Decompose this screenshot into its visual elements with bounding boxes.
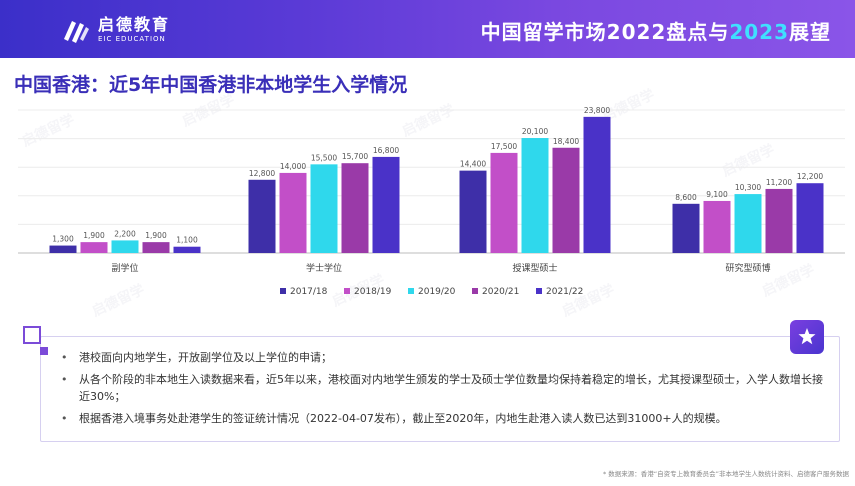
bar [459,170,487,253]
legend-swatch [536,288,542,294]
data-label: 15,700 [342,152,368,161]
star-badge-icon [790,320,824,354]
legend-label: 2021/22 [546,287,583,297]
note-item: 根据香港入境事务处赴港学生的签证统计情况（2022-04-07发布），截止至20… [59,410,829,427]
data-label: 20,100 [522,127,548,136]
data-label: 12,200 [797,172,823,181]
data-label: 8,600 [675,193,697,202]
data-label: 10,300 [735,183,761,192]
data-label: 1,300 [52,235,74,244]
notes-box: 港校面向内地学生，开放副学位及以上学位的申请； 从各个阶段的非本地生入读数据来看… [40,336,840,442]
data-label: 17,500 [491,142,517,151]
source-footnote: * 数据来源：香港“自资专上教育委员会”非本地学生人数统计资料、启德客户服务数据 [602,470,849,478]
corner-dot-icon [40,347,48,355]
legend-label: 2019/20 [418,287,456,297]
legend-swatch [344,288,350,294]
data-label: 12,800 [249,169,275,178]
data-label: 18,400 [553,137,579,146]
legend-swatch [280,288,286,294]
bar [173,246,201,253]
bar [248,179,276,253]
data-label: 1,900 [145,231,167,240]
data-label: 14,400 [460,160,486,169]
category-label: 学士学位 [306,262,342,274]
data-label: 1,100 [176,236,198,245]
legend-label: 2020/21 [482,287,519,297]
bar [279,172,307,253]
category-label: 授课型硕士 [512,262,557,274]
category-label: 副学位 [111,262,138,274]
note-item: 港校面向内地学生，开放副学位及以上学位的申请； [59,349,829,366]
bar [142,242,170,253]
bar [49,245,77,253]
legend-swatch [472,288,478,294]
legend-label: 2018/19 [354,287,392,297]
banner-title-suffix: 展望 [789,20,831,44]
data-label: 11,200 [766,178,792,187]
legend-swatch [408,288,414,294]
header-banner: 启德教育 EIC EDUCATION 中国留学市场2022盘点与2023展望 [0,0,855,58]
bar [703,200,731,253]
page-title: 中国香港：近5年中国香港非本地学生入学情况 [14,74,408,96]
bar [672,203,700,253]
legend-label: 2017/18 [290,287,328,297]
data-label: 15,500 [311,153,337,162]
note-item: 从各个阶段的非本地生入读数据来看，近5年以来，港校面对内地学生颁发的学士及硕士学… [59,371,829,405]
data-label: 9,100 [706,190,728,199]
data-label: 1,900 [83,231,105,240]
data-label: 23,800 [584,106,610,115]
bar [490,152,518,253]
bar [372,156,400,253]
corner-square-icon [23,326,41,344]
bar-chart: 1,300 1,900 2,200 1,900 1,100 副学位 12,800 14,000… [18,106,845,297]
bar [583,116,611,253]
bar [765,188,793,253]
bar [521,138,549,253]
bar [552,147,580,253]
bar [796,183,824,253]
bar [734,194,762,253]
eic-logo-icon [64,21,89,43]
logo: 启德教育 EIC EDUCATION [58,12,170,48]
logo-text-en: EIC EDUCATION [98,35,166,43]
bar [111,240,139,253]
bar [80,242,108,253]
data-label: 2,200 [114,229,136,238]
category-label: 研究型硕博 [725,262,770,274]
star-icon [798,328,816,345]
banner-title-year: 2023 [729,20,789,44]
logo-text-cn: 启德教育 [98,15,171,34]
bar [310,164,338,253]
banner-title-prefix: 中国留学市场2022盘点与 [480,20,730,44]
data-label: 14,000 [280,162,306,171]
banner-title: 中国留学市场2022盘点与2023展望 [481,16,831,45]
data-label: 16,800 [373,146,399,155]
bar [341,163,369,253]
